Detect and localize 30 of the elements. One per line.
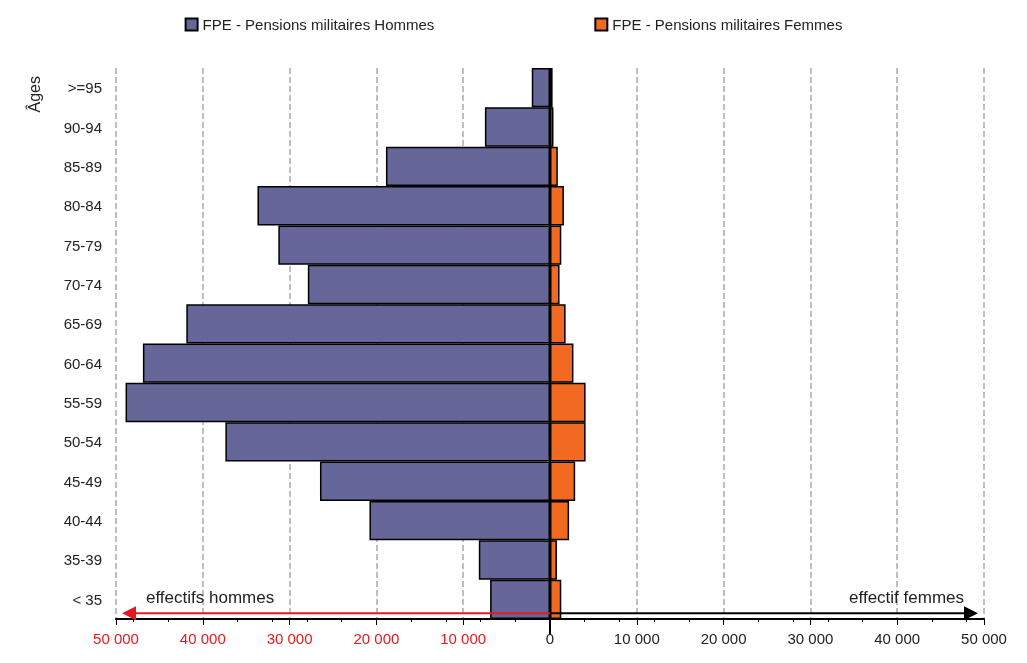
- y-tick-label: 40-44: [63, 512, 102, 530]
- y-tick-label: 85-89: [63, 157, 102, 175]
- y-tick-label: 60-64: [63, 354, 102, 372]
- x-tick-label: 40 000: [874, 630, 921, 647]
- x-tick-label: 20 000: [700, 630, 747, 647]
- x-tick-label: 30 000: [787, 630, 834, 647]
- y-tick-label: 75-79: [63, 236, 102, 254]
- y-tick-label: >=95: [67, 79, 102, 97]
- y-tick-label: 65-69: [63, 315, 102, 333]
- y-tick-label: 50-54: [63, 433, 102, 451]
- x-tick-label: 40 000: [179, 630, 226, 647]
- y-tick-label: 80-84: [63, 197, 102, 215]
- x-tick-label: 30 000: [266, 630, 313, 647]
- y-tick-label: < 35: [72, 590, 102, 608]
- legend-label: FPE - Pensions militaires Hommes: [202, 16, 435, 33]
- y-tick-label: 55-59: [63, 394, 102, 412]
- y-axis-title: Âges: [24, 76, 43, 113]
- x-tick-label: 10 000: [613, 630, 660, 647]
- y-tick-label: 35-39: [63, 551, 102, 569]
- y-tick-label: 90-94: [63, 118, 102, 136]
- x-tick-label: 50 000: [961, 630, 1007, 647]
- x-tick-label: 10 000: [440, 630, 487, 647]
- annotation: effectifs hommes: [146, 588, 275, 608]
- x-tick-label: 50 000: [93, 630, 139, 647]
- annotation: effectif femmes: [849, 588, 964, 608]
- y-tick-label: 70-74: [63, 275, 102, 293]
- x-tick-label: 0: [545, 630, 555, 647]
- y-tick-label: 45-49: [63, 472, 102, 490]
- x-tick-label: 20 000: [353, 630, 400, 647]
- legend-label: FPE - Pensions militaires Femmes: [612, 16, 843, 33]
